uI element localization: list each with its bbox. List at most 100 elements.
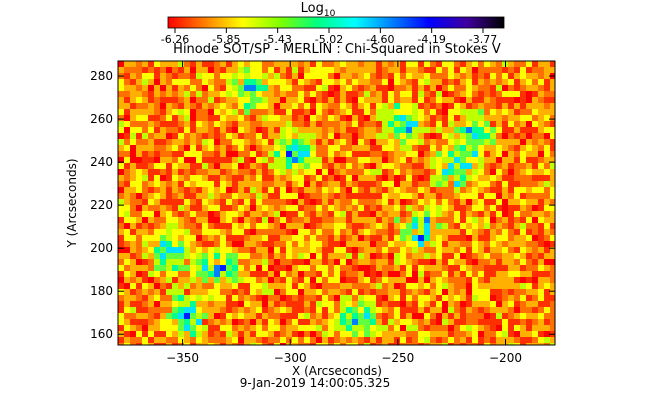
heatmap-cell: [226, 127, 232, 133]
heatmap-cell: [460, 151, 466, 157]
heatmap-cell: [154, 67, 160, 73]
heatmap-cell: [382, 73, 388, 79]
heatmap-cell: [490, 193, 496, 199]
heatmap-cell: [262, 235, 268, 241]
heatmap-cell: [214, 271, 220, 277]
heatmap-cell: [214, 199, 220, 205]
heatmap-cell: [532, 115, 538, 121]
heatmap-cell: [142, 157, 148, 163]
heatmap-cell: [202, 343, 208, 345]
heatmap-cell: [202, 265, 208, 271]
heatmap-cell: [274, 265, 280, 271]
heatmap-cell: [388, 313, 394, 319]
heatmap-cell: [304, 157, 310, 163]
heatmap-cell: [508, 121, 514, 127]
heatmap-cell: [232, 271, 238, 277]
heatmap-cell: [304, 271, 310, 277]
heatmap-cell: [544, 91, 550, 97]
heatmap-cell: [190, 289, 196, 295]
heatmap-cell: [364, 217, 370, 223]
heatmap-cell: [400, 145, 406, 151]
heatmap-cell: [286, 319, 292, 325]
heatmap-cell: [130, 85, 136, 91]
heatmap-cell: [388, 85, 394, 91]
heatmap-cell: [250, 145, 256, 151]
heatmap-cell: [550, 217, 555, 223]
heatmap-cell: [124, 61, 130, 67]
heatmap-cell: [298, 61, 304, 67]
heatmap-cell: [400, 85, 406, 91]
heatmap-cell: [238, 289, 244, 295]
heatmap-cell: [550, 163, 555, 169]
heatmap-cell: [292, 151, 298, 157]
heatmap-cell: [208, 211, 214, 217]
heatmap-cell: [142, 217, 148, 223]
heatmap-cell: [364, 163, 370, 169]
heatmap-cell: [160, 241, 166, 247]
heatmap-cell: [532, 181, 538, 187]
heatmap-cell: [130, 331, 136, 337]
heatmap-cell: [442, 169, 448, 175]
heatmap-cell: [166, 271, 172, 277]
heatmap-cell: [136, 61, 142, 67]
heatmap-cell: [508, 115, 514, 121]
heatmap-cell: [394, 193, 400, 199]
heatmap-cell: [250, 223, 256, 229]
heatmap-cell: [526, 283, 532, 289]
heatmap-cell: [532, 67, 538, 73]
heatmap-cell: [406, 277, 412, 283]
heatmap-cell: [130, 325, 136, 331]
heatmap-cell: [544, 79, 550, 85]
heatmap-cell: [382, 331, 388, 337]
heatmap-cell: [226, 139, 232, 145]
heatmap-cell: [394, 259, 400, 265]
heatmap-cell: [358, 229, 364, 235]
heatmap-cell: [214, 229, 220, 235]
heatmap-cell: [358, 337, 364, 343]
heatmap-cell: [256, 61, 262, 67]
heatmap-cell: [520, 187, 526, 193]
heatmap-cell: [436, 67, 442, 73]
heatmap-cell: [502, 109, 508, 115]
heatmap-cell: [424, 199, 430, 205]
heatmap-cell: [172, 247, 178, 253]
heatmap-cell: [136, 229, 142, 235]
heatmap-cell: [526, 151, 532, 157]
heatmap-cell: [256, 163, 262, 169]
heatmap-cell: [502, 331, 508, 337]
heatmap-cell: [490, 145, 496, 151]
heatmap-cell: [526, 217, 532, 223]
heatmap-cell: [244, 289, 250, 295]
heatmap-cell: [340, 241, 346, 247]
heatmap-cell: [244, 295, 250, 301]
heatmap-cell: [502, 235, 508, 241]
heatmap-cell: [478, 289, 484, 295]
heatmap-cell: [490, 289, 496, 295]
heatmap-cell: [382, 91, 388, 97]
heatmap-cell: [490, 283, 496, 289]
heatmap-cell: [484, 169, 490, 175]
heatmap-cell: [316, 181, 322, 187]
heatmap-cell: [274, 61, 280, 67]
heatmap-cell: [400, 151, 406, 157]
heatmap-cell: [496, 145, 502, 151]
heatmap-cell: [544, 67, 550, 73]
heatmap-cell: [316, 295, 322, 301]
heatmap-cell: [370, 331, 376, 337]
heatmap-cell: [154, 157, 160, 163]
heatmap-cell: [448, 295, 454, 301]
heatmap-cell: [364, 223, 370, 229]
heatmap-cell: [316, 115, 322, 121]
heatmap-cell: [280, 271, 286, 277]
heatmap-cell: [544, 337, 550, 343]
heatmap-cell: [520, 223, 526, 229]
heatmap-cell: [394, 229, 400, 235]
heatmap-cell: [424, 223, 430, 229]
heatmap-cell: [394, 79, 400, 85]
heatmap-cell: [502, 271, 508, 277]
heatmap-cell: [232, 127, 238, 133]
heatmap-cell: [202, 271, 208, 277]
heatmap-cell: [334, 235, 340, 241]
heatmap-cell: [124, 229, 130, 235]
heatmap-cell: [118, 67, 124, 73]
